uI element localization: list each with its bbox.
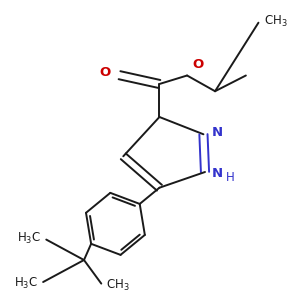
Text: H$_3$C: H$_3$C [16,230,40,246]
Text: CH$_3$: CH$_3$ [106,278,130,293]
Text: CH$_3$: CH$_3$ [264,14,288,29]
Text: N: N [212,167,223,180]
Text: O: O [100,66,111,79]
Text: H$_3$C: H$_3$C [14,275,38,290]
Text: H: H [225,171,234,184]
Text: O: O [193,58,204,71]
Text: N: N [211,126,222,139]
